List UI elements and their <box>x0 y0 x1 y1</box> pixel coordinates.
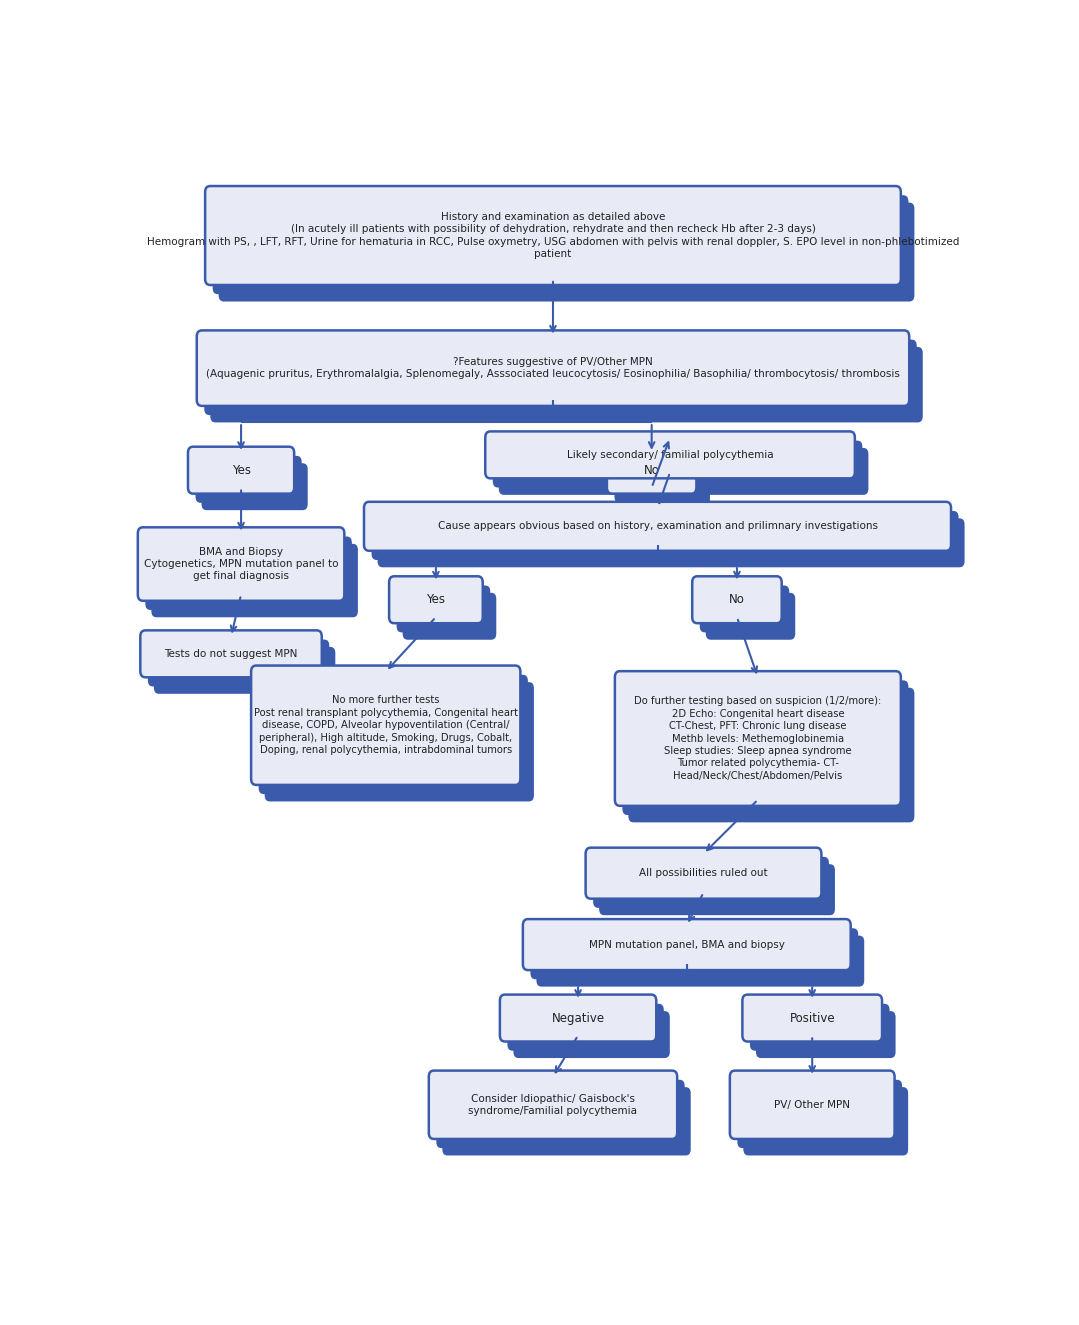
Text: Positive: Positive <box>790 1011 835 1024</box>
Text: No more further tests
Post renal transplant polycythemia, Congenital heart
disea: No more further tests Post renal transpl… <box>254 696 518 755</box>
FancyBboxPatch shape <box>498 448 869 494</box>
FancyBboxPatch shape <box>210 347 923 423</box>
FancyBboxPatch shape <box>204 339 917 415</box>
Text: ?Features suggestive of PV/Other MPN
(Aquagenic pruritus, Erythromalalgia, Splen: ?Features suggestive of PV/Other MPN (Aq… <box>206 356 900 379</box>
FancyBboxPatch shape <box>514 1011 670 1059</box>
Text: All possibilities ruled out: All possibilities ruled out <box>639 868 768 878</box>
FancyBboxPatch shape <box>205 186 901 285</box>
FancyBboxPatch shape <box>402 592 496 640</box>
FancyBboxPatch shape <box>436 1080 685 1149</box>
FancyBboxPatch shape <box>148 640 329 686</box>
FancyBboxPatch shape <box>756 1011 896 1059</box>
FancyBboxPatch shape <box>615 672 901 806</box>
Text: Consider Idiopathic/ Gaisbock's
syndrome/Familial polycythemia: Consider Idiopathic/ Gaisbock's syndrome… <box>468 1093 638 1116</box>
FancyBboxPatch shape <box>623 680 909 815</box>
FancyBboxPatch shape <box>151 543 358 617</box>
FancyBboxPatch shape <box>188 447 295 494</box>
FancyBboxPatch shape <box>195 456 302 502</box>
FancyBboxPatch shape <box>442 1086 691 1155</box>
FancyBboxPatch shape <box>259 674 528 794</box>
FancyBboxPatch shape <box>213 195 909 294</box>
FancyBboxPatch shape <box>599 864 835 916</box>
FancyBboxPatch shape <box>742 995 882 1041</box>
Text: Yes: Yes <box>232 464 250 477</box>
FancyBboxPatch shape <box>743 1086 909 1155</box>
FancyBboxPatch shape <box>140 631 322 677</box>
FancyBboxPatch shape <box>750 1004 889 1051</box>
FancyBboxPatch shape <box>620 464 710 510</box>
FancyBboxPatch shape <box>486 432 855 478</box>
Text: History and examination as detailed above
(In acutely ill patients with possibil: History and examination as detailed abov… <box>147 212 959 260</box>
FancyBboxPatch shape <box>219 203 914 302</box>
FancyBboxPatch shape <box>500 995 656 1041</box>
Text: Likely secondary/ familial polycythemia: Likely secondary/ familial polycythemia <box>566 451 774 460</box>
FancyBboxPatch shape <box>593 857 829 908</box>
FancyBboxPatch shape <box>614 456 704 502</box>
Text: BMA and Biopsy
Cytogenetics, MPN mutation panel to
get final diagnosis: BMA and Biopsy Cytogenetics, MPN mutatio… <box>144 547 339 582</box>
FancyBboxPatch shape <box>146 537 352 610</box>
FancyBboxPatch shape <box>390 576 482 623</box>
Text: MPN mutation panel, BMA and biopsy: MPN mutation panel, BMA and biopsy <box>589 939 784 950</box>
FancyBboxPatch shape <box>154 647 336 694</box>
FancyBboxPatch shape <box>202 464 308 510</box>
FancyBboxPatch shape <box>428 1071 678 1140</box>
Text: Tests do not suggest MPN: Tests do not suggest MPN <box>164 649 298 659</box>
FancyBboxPatch shape <box>507 1004 664 1051</box>
FancyBboxPatch shape <box>251 665 520 784</box>
FancyBboxPatch shape <box>371 511 958 560</box>
Text: No: No <box>644 464 659 477</box>
FancyBboxPatch shape <box>628 688 914 823</box>
FancyBboxPatch shape <box>700 586 789 632</box>
Text: Yes: Yes <box>426 594 446 607</box>
FancyBboxPatch shape <box>693 576 781 623</box>
FancyBboxPatch shape <box>586 848 821 898</box>
Text: Negative: Negative <box>551 1011 604 1024</box>
FancyBboxPatch shape <box>737 1080 902 1149</box>
Text: Do further testing based on suspicion (1/2/more):
2D Echo: Congenital heart dise: Do further testing based on suspicion (1… <box>634 697 882 780</box>
Text: No: No <box>729 594 745 607</box>
Text: Cause appears obvious based on history, examination and prilimnary investigation: Cause appears obvious based on history, … <box>437 521 877 531</box>
FancyBboxPatch shape <box>138 527 344 600</box>
FancyBboxPatch shape <box>606 447 696 494</box>
FancyBboxPatch shape <box>536 935 864 987</box>
FancyBboxPatch shape <box>196 330 910 405</box>
Text: PV/ Other MPN: PV/ Other MPN <box>775 1100 850 1110</box>
FancyBboxPatch shape <box>493 441 862 488</box>
FancyBboxPatch shape <box>729 1071 894 1140</box>
FancyBboxPatch shape <box>523 920 850 970</box>
FancyBboxPatch shape <box>264 682 534 802</box>
FancyBboxPatch shape <box>364 502 951 551</box>
FancyBboxPatch shape <box>378 518 965 567</box>
FancyBboxPatch shape <box>706 592 795 640</box>
FancyBboxPatch shape <box>531 929 858 979</box>
FancyBboxPatch shape <box>397 586 490 632</box>
